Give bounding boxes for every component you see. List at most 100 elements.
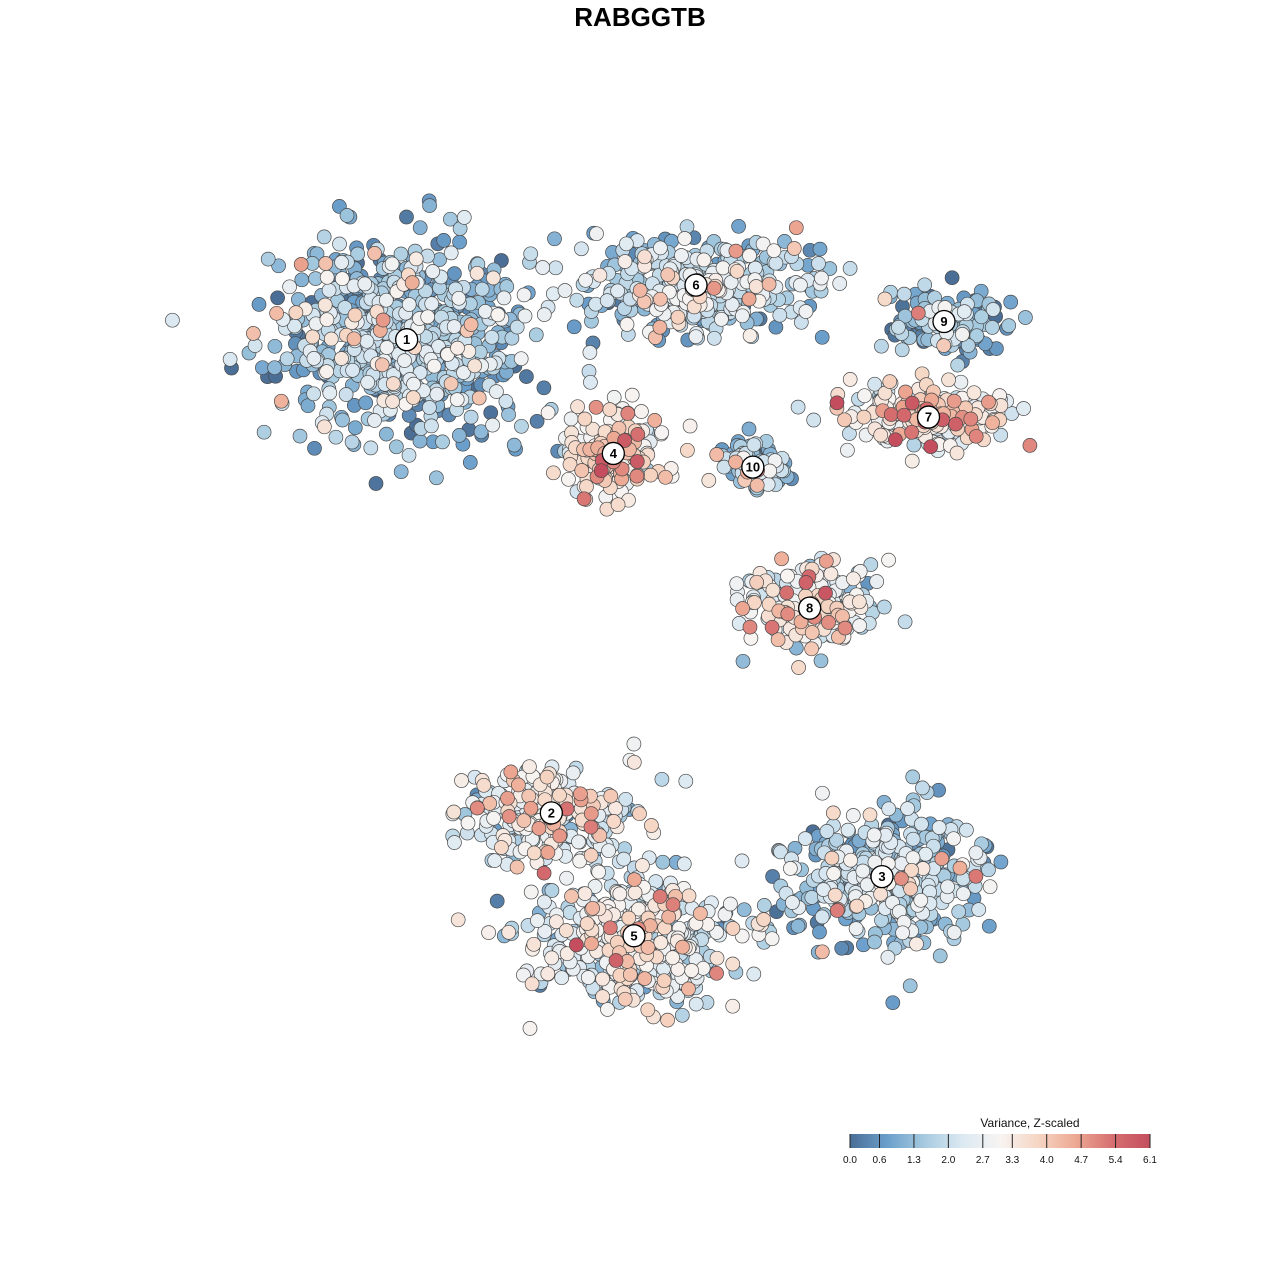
data-point bbox=[482, 796, 498, 811]
data-point bbox=[531, 821, 547, 836]
cluster-label-badge bbox=[741, 455, 765, 479]
data-point bbox=[842, 426, 857, 441]
data-point bbox=[774, 551, 789, 567]
data-point bbox=[894, 342, 910, 358]
data-point bbox=[971, 902, 987, 917]
data-point bbox=[358, 395, 374, 411]
data-point bbox=[393, 246, 409, 262]
data-point bbox=[300, 398, 316, 414]
data-point bbox=[600, 1002, 615, 1017]
data-point bbox=[818, 553, 834, 569]
data-point bbox=[528, 327, 544, 343]
data-point bbox=[571, 834, 586, 850]
data-point bbox=[741, 291, 757, 307]
cluster-label-8: 8 bbox=[798, 596, 822, 620]
data-point bbox=[584, 936, 599, 951]
data-point bbox=[339, 208, 355, 223]
data-point bbox=[714, 311, 729, 327]
data-point bbox=[577, 886, 593, 901]
data-point bbox=[903, 881, 918, 897]
data-point bbox=[574, 463, 590, 478]
data-point bbox=[827, 887, 843, 903]
data-point bbox=[804, 625, 820, 640]
data-point bbox=[516, 967, 531, 983]
data-point bbox=[660, 1012, 675, 1028]
data-point bbox=[463, 317, 479, 332]
data-point bbox=[463, 409, 479, 425]
data-point bbox=[529, 413, 545, 429]
data-point bbox=[485, 270, 501, 286]
data-point bbox=[565, 765, 581, 781]
data-point bbox=[1022, 438, 1038, 453]
data-point bbox=[915, 780, 930, 796]
data-point bbox=[946, 831, 961, 847]
data-point bbox=[846, 571, 861, 587]
data-point bbox=[746, 966, 762, 982]
data-point bbox=[506, 437, 522, 453]
data-point bbox=[681, 888, 697, 904]
data-point bbox=[587, 879, 603, 894]
data-point bbox=[904, 424, 920, 440]
data-point bbox=[681, 981, 696, 997]
data-point bbox=[653, 240, 668, 256]
data-point bbox=[451, 290, 467, 306]
data-point bbox=[880, 949, 896, 965]
data-point bbox=[806, 412, 822, 428]
data-point bbox=[557, 283, 573, 298]
data-point bbox=[863, 557, 879, 572]
data-point bbox=[554, 970, 570, 986]
data-point bbox=[552, 787, 567, 803]
data-point bbox=[766, 243, 782, 259]
data-point bbox=[509, 319, 525, 335]
data-point bbox=[526, 845, 542, 861]
data-point bbox=[540, 966, 556, 982]
data-point bbox=[592, 267, 608, 283]
data-point bbox=[746, 437, 762, 453]
data-point bbox=[772, 307, 788, 323]
data-point bbox=[749, 477, 765, 493]
data-point bbox=[756, 898, 772, 913]
cluster-label-badge bbox=[622, 924, 646, 948]
data-point bbox=[490, 307, 506, 323]
data-point bbox=[910, 305, 926, 321]
data-point bbox=[429, 386, 445, 402]
data-point bbox=[494, 840, 509, 855]
data-point bbox=[904, 453, 920, 469]
data-point bbox=[563, 411, 579, 427]
data-point bbox=[747, 595, 762, 610]
data-point bbox=[709, 965, 724, 981]
data-point bbox=[786, 241, 802, 256]
data-point bbox=[616, 851, 632, 867]
data-point bbox=[905, 850, 921, 866]
data-point bbox=[848, 921, 864, 936]
data-point bbox=[755, 236, 771, 252]
data-point bbox=[412, 365, 428, 381]
data-point bbox=[446, 319, 462, 334]
data-point bbox=[761, 276, 777, 292]
cluster-label-text: 9 bbox=[940, 314, 947, 329]
data-point bbox=[165, 312, 180, 328]
data-point bbox=[834, 940, 850, 956]
data-point bbox=[279, 351, 295, 367]
data-point bbox=[501, 407, 516, 422]
data-point bbox=[267, 338, 283, 354]
data-point bbox=[384, 256, 400, 272]
data-point bbox=[319, 269, 335, 285]
data-point bbox=[840, 442, 855, 458]
data-point bbox=[652, 319, 668, 335]
data-point bbox=[306, 386, 321, 402]
data-point bbox=[793, 277, 808, 293]
data-point bbox=[632, 282, 648, 298]
data-point bbox=[894, 871, 909, 886]
data-point bbox=[516, 813, 532, 829]
data-point bbox=[882, 374, 898, 389]
data-point bbox=[335, 412, 350, 428]
data-point bbox=[608, 953, 624, 968]
legend-tick-label: 2.0 bbox=[941, 1155, 955, 1166]
data-point bbox=[267, 360, 282, 376]
data-point bbox=[318, 256, 334, 271]
data-point bbox=[866, 827, 882, 843]
data-point bbox=[676, 856, 692, 872]
data-point bbox=[537, 924, 553, 939]
